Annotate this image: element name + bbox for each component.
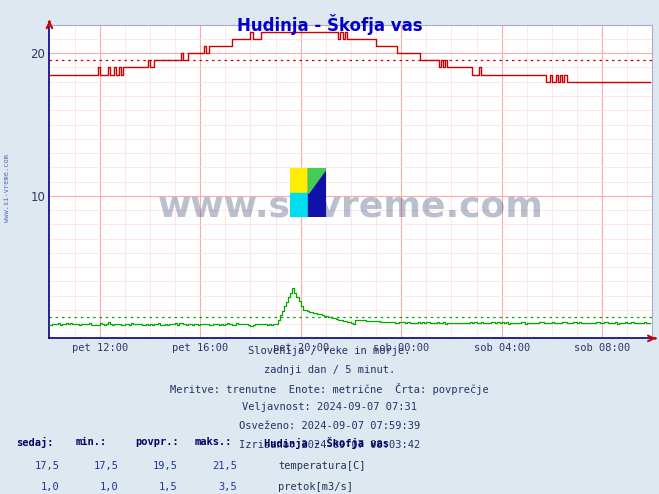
Text: Meritve: trenutne  Enote: metrične  Črta: povprečje: Meritve: trenutne Enote: metrične Črta: … [170, 383, 489, 395]
Text: 1,5: 1,5 [159, 482, 178, 492]
Text: pretok[m3/s]: pretok[m3/s] [278, 482, 353, 492]
Text: Izrisano: 2024-09-07 08:03:42: Izrisano: 2024-09-07 08:03:42 [239, 440, 420, 450]
Text: Veljavnost: 2024-09-07 07:31: Veljavnost: 2024-09-07 07:31 [242, 402, 417, 412]
Text: maks.:: maks.: [194, 437, 232, 447]
Text: zadnji dan / 5 minut.: zadnji dan / 5 minut. [264, 365, 395, 374]
Text: temperatura[C]: temperatura[C] [278, 461, 366, 471]
Text: Osveženo: 2024-09-07 07:59:39: Osveženo: 2024-09-07 07:59:39 [239, 421, 420, 431]
Text: 21,5: 21,5 [212, 461, 237, 471]
Text: min.:: min.: [76, 437, 107, 447]
Text: Slovenija / reke in morje.: Slovenija / reke in morje. [248, 346, 411, 356]
Text: 17,5: 17,5 [94, 461, 119, 471]
Polygon shape [308, 168, 326, 217]
Text: www.si-vreme.com: www.si-vreme.com [158, 190, 544, 224]
Text: www.si-vreme.com: www.si-vreme.com [3, 154, 10, 222]
Text: sedaj:: sedaj: [16, 437, 54, 448]
Polygon shape [290, 168, 308, 193]
Text: 3,5: 3,5 [219, 482, 237, 492]
Polygon shape [290, 193, 308, 217]
Text: Hudinja - Škofja vas: Hudinja - Škofja vas [264, 437, 389, 449]
Text: 1,0: 1,0 [41, 482, 59, 492]
Text: 1,0: 1,0 [100, 482, 119, 492]
Text: povpr.:: povpr.: [135, 437, 179, 447]
Text: Hudinja - Škofja vas: Hudinja - Škofja vas [237, 14, 422, 35]
Text: 19,5: 19,5 [153, 461, 178, 471]
Polygon shape [308, 168, 326, 193]
Text: 17,5: 17,5 [34, 461, 59, 471]
